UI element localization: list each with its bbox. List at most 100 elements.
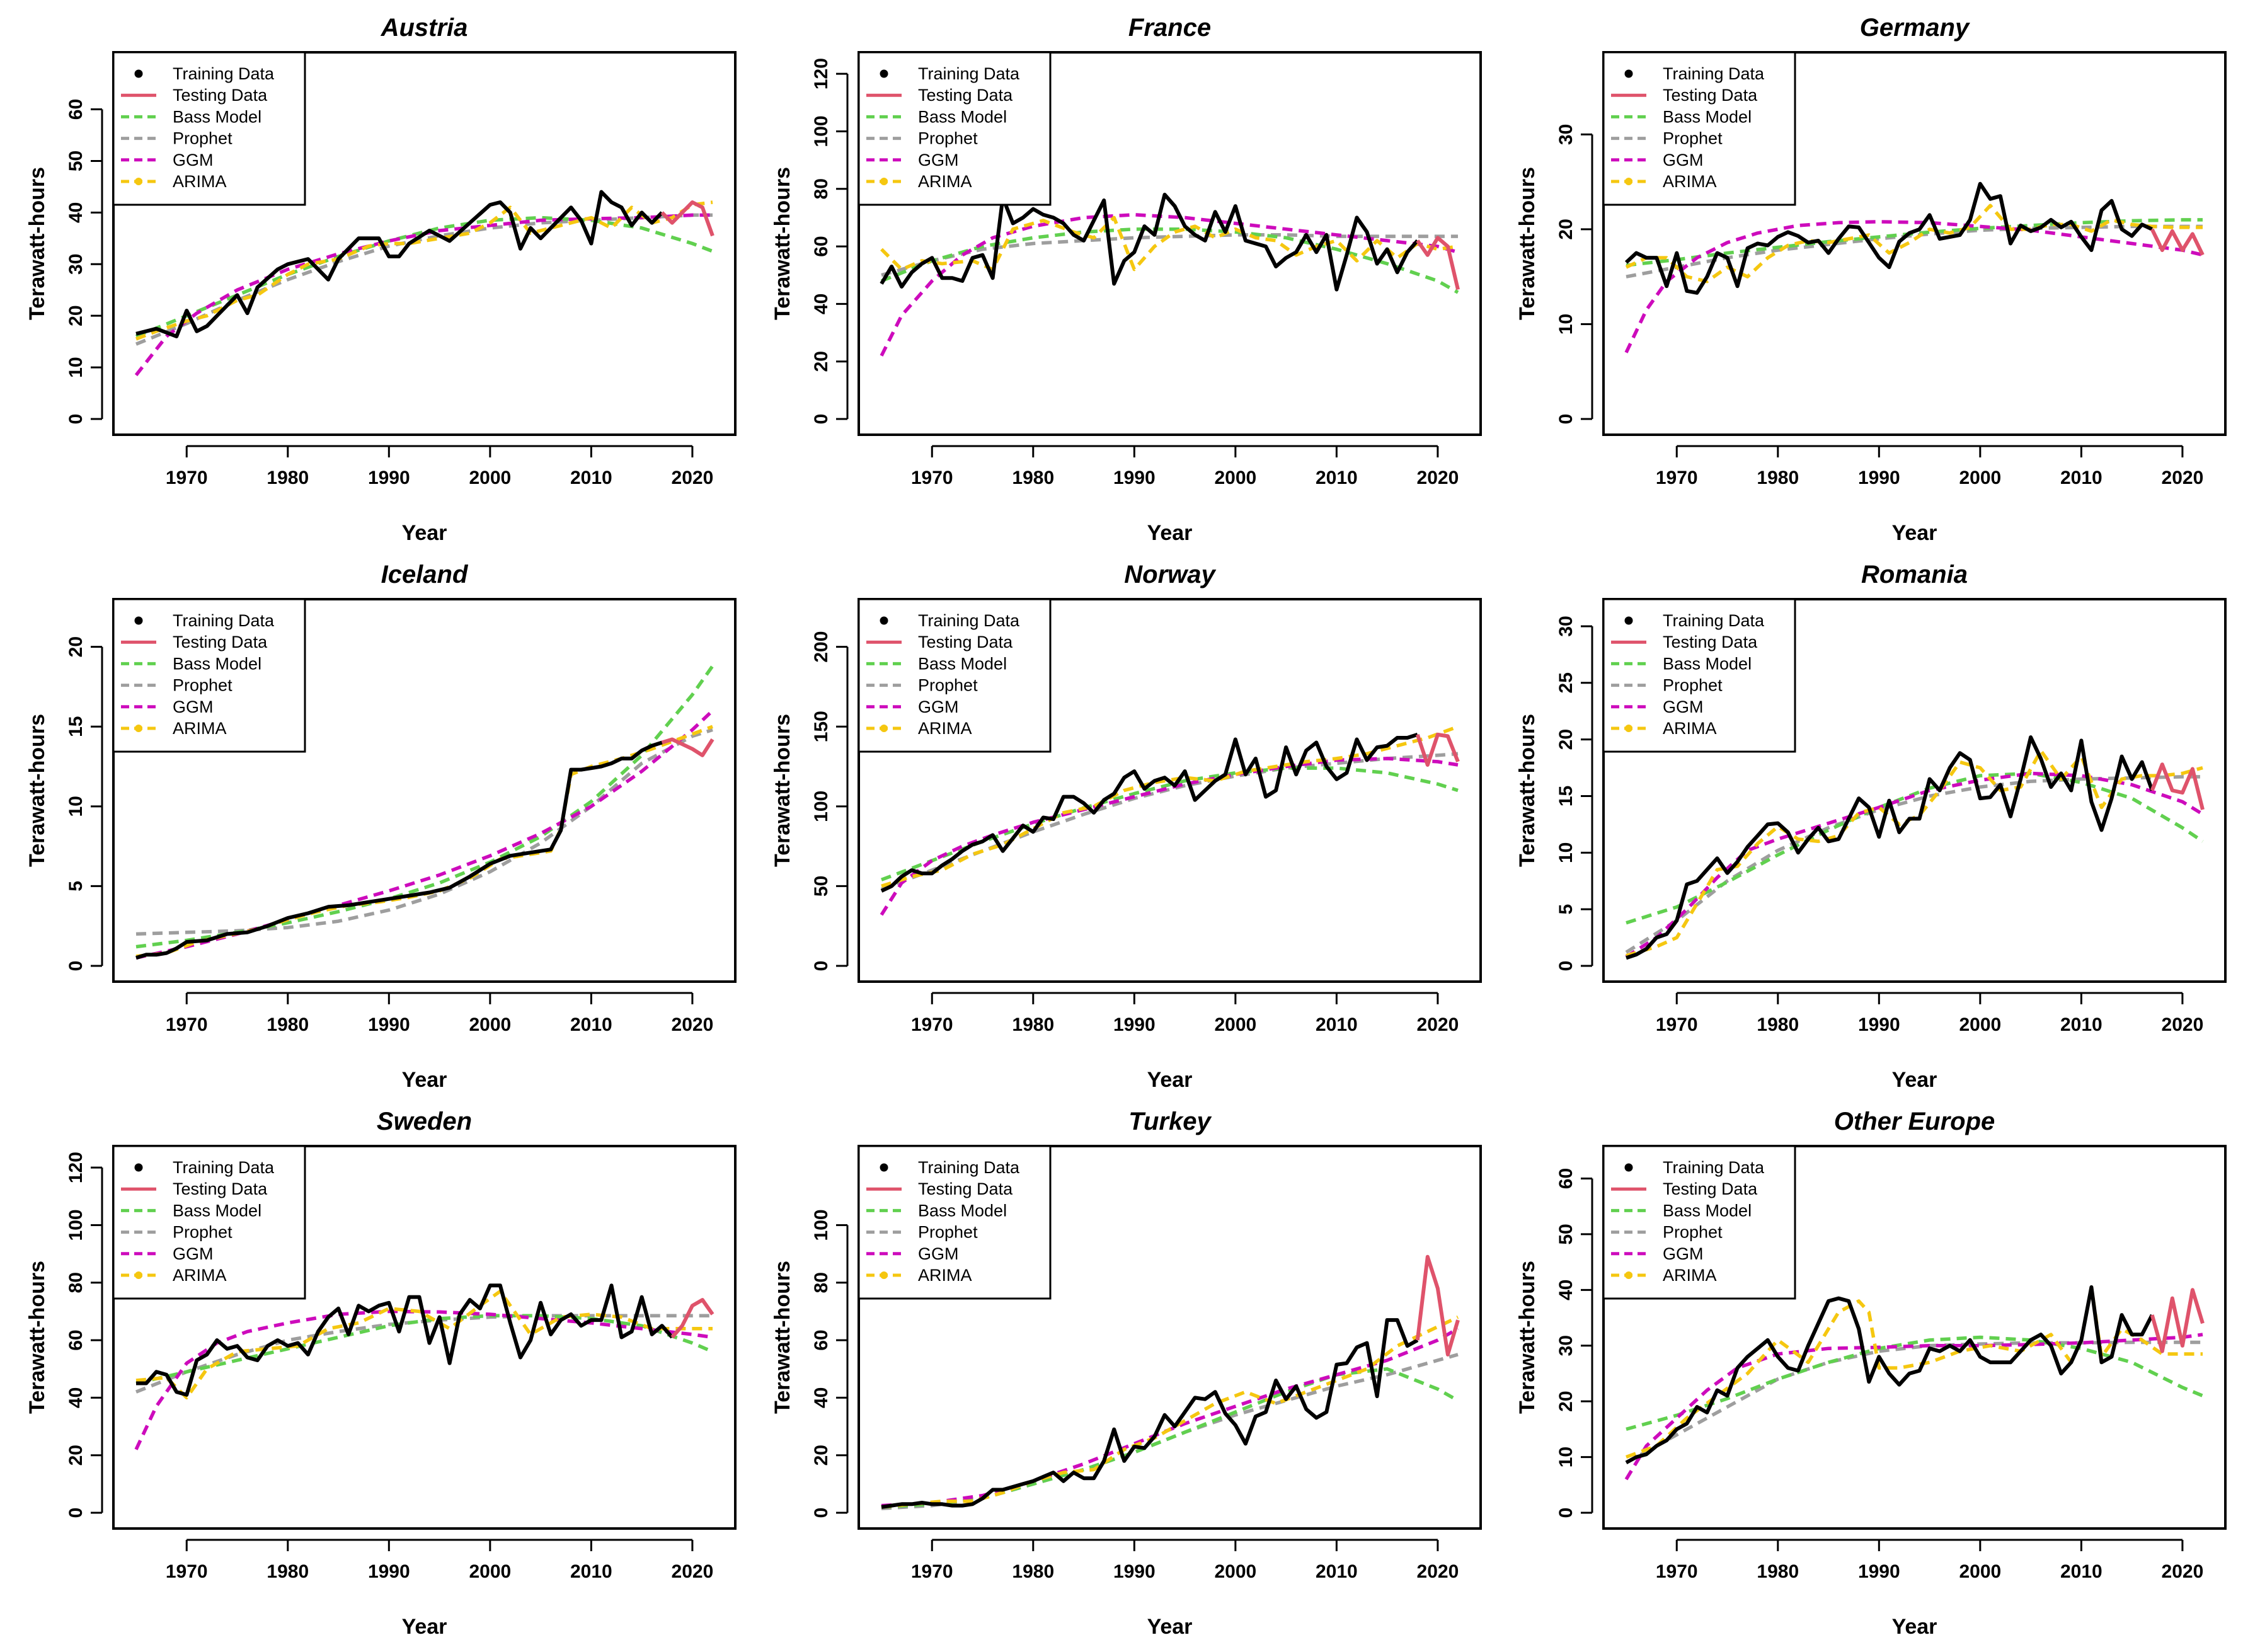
x-axis: 1970 1980 1990 2000 2010 2020	[911, 445, 1459, 488]
legend-label-ggm: GGM	[173, 1244, 214, 1263]
x-axis-title: Year	[1892, 1068, 1937, 1092]
x-tick-label: 1980	[267, 1561, 309, 1582]
plot-frame	[112, 51, 737, 436]
x-tick-label: 2020	[2162, 467, 2204, 488]
series-group	[134, 1283, 714, 1450]
legend-label-prophet: Prophet	[173, 1223, 232, 1242]
plot-frame	[858, 598, 1482, 983]
legend-swatch-training-data	[880, 616, 888, 625]
chart-title: Turkey	[1128, 1108, 1212, 1135]
series-line-training-data	[135, 190, 663, 338]
series-line-bass-model	[1626, 771, 2204, 925]
series-group	[880, 725, 1460, 916]
legend-label-testing-data: Testing Data	[173, 86, 268, 105]
y-axis-title: Terawatt-hours	[1515, 1261, 1539, 1414]
x-tick-label: 1990	[1113, 467, 1156, 488]
series-line-training-data	[1625, 1285, 2154, 1465]
series-line-arima	[135, 725, 713, 958]
x-tick-label: 1990	[1858, 1561, 1900, 1582]
legend: Training Data Testing Data Bass Model Proph…	[858, 598, 1052, 753]
chart-panel-germany: Germany 1970 1980 1990 2000 2010 2020 Year 0 10 20…	[1515, 14, 2227, 545]
y-tick-label: 15	[66, 716, 86, 737]
series-group	[881, 1254, 1460, 1510]
y-tick-label: 20	[1556, 219, 1576, 239]
x-axis-title: Year	[402, 1068, 447, 1092]
legend-label-bass-model: Bass Model	[173, 107, 261, 126]
plot-frame	[1602, 51, 2227, 436]
legend-marker-arima	[135, 178, 142, 185]
y-tick-label: 20	[66, 1445, 86, 1466]
legend-label-prophet: Prophet	[173, 129, 232, 148]
legend-label-prophet: Prophet	[173, 676, 232, 695]
legend-label-bass-model: Bass Model	[173, 654, 261, 673]
series-line-bass-model	[135, 215, 713, 338]
legend-label-ggm: GGM	[173, 151, 214, 169]
x-tick-label: 2010	[1316, 467, 1358, 488]
series-line-testing-data	[1416, 236, 1460, 290]
legend-label-training-data: Training Data	[918, 64, 1020, 83]
legend-label-ggm: GGM	[1663, 1244, 1704, 1263]
x-tick-label: 2010	[570, 1561, 612, 1582]
legend: Training Data Testing Data Bass Model Proph…	[1602, 51, 1796, 206]
legend-swatch-training-data	[880, 69, 888, 78]
series-line-arima	[135, 1289, 713, 1400]
y-tick-label: 40	[66, 202, 86, 223]
legend-swatch-training-data	[1624, 1163, 1633, 1172]
legend-label-training-data: Training Data	[173, 611, 275, 630]
legend: Training Data Testing Data Bass Model Proph…	[1602, 1145, 1796, 1300]
series-line-arima	[880, 215, 1459, 272]
series-line-arima	[135, 200, 713, 341]
series-line-ggm	[881, 1327, 1459, 1508]
x-axis-title: Year	[1892, 1615, 1937, 1639]
chart-title: Sweden	[377, 1108, 472, 1135]
series-line-ggm	[880, 757, 1459, 916]
y-axis-title: Terawatt-hours	[771, 714, 795, 867]
series-line-arima	[1625, 204, 2203, 284]
x-tick-label: 2000	[1214, 467, 1256, 488]
legend-swatch-training-data	[134, 616, 143, 625]
legend-label-bass-model: Bass Model	[1663, 654, 1752, 673]
y-axis-title: Terawatt-hours	[25, 167, 49, 320]
chart-panel-turkey: Turkey 1970 1980 1990 2000 2010 2020 Year 0 20 40 6…	[771, 1108, 1482, 1639]
legend-label-testing-data: Testing Data	[918, 86, 1013, 105]
x-tick-label: 2020	[672, 1561, 714, 1582]
y-axis: 0 5 10 15 20	[66, 636, 103, 971]
legend: Training Data Testing Data Bass Model Proph…	[1602, 598, 1796, 753]
y-axis-title: Terawatt-hours	[1515, 167, 1539, 320]
x-tick-label: 1970	[1656, 1561, 1698, 1582]
y-axis: 0 5 10 15 20 25 30	[1556, 616, 1593, 972]
legend: Training Data Testing Data Bass Model Proph…	[112, 51, 306, 206]
x-axis-title: Year	[1147, 1615, 1193, 1639]
y-axis: 0 20 40 60 80 100 120	[811, 58, 849, 424]
series-line-training-data	[880, 733, 1418, 893]
legend-label-testing-data: Testing Data	[173, 1179, 268, 1198]
legend-label-ggm: GGM	[918, 697, 959, 716]
y-tick-label: 0	[1556, 961, 1576, 972]
y-tick-label: 40	[66, 1387, 86, 1408]
series-line-arima	[881, 725, 1459, 888]
x-tick-label: 2000	[1959, 1561, 2001, 1582]
y-axis: 0 50 100 150 200	[811, 631, 849, 971]
legend: Training Data Testing Data Bass Model Proph…	[858, 1145, 1052, 1300]
chart-title: Germany	[1860, 14, 1970, 42]
legend-label-prophet: Prophet	[1663, 676, 1723, 695]
y-tick-label: 60	[811, 236, 832, 256]
y-tick-label: 40	[811, 294, 832, 314]
y-tick-label: 40	[811, 1387, 832, 1408]
x-tick-label: 1980	[267, 467, 309, 488]
legend-marker-arima	[1625, 1271, 1632, 1279]
y-tick-label: 5	[66, 881, 86, 892]
x-tick-label: 1980	[1012, 1561, 1054, 1582]
legend-swatch-training-data	[880, 1163, 888, 1172]
y-tick-label: 30	[66, 254, 86, 275]
legend-label-testing-data: Testing Data	[1663, 86, 1758, 105]
legend-label-arima: ARIMA	[918, 172, 972, 191]
x-tick-label: 1970	[166, 1014, 208, 1035]
legend-label-ggm: GGM	[1663, 151, 1704, 169]
plot-frame	[1602, 1145, 2227, 1530]
legend-swatch-training-data	[134, 69, 143, 78]
x-tick-label: 1990	[368, 1014, 410, 1035]
x-tick-label: 1970	[166, 467, 208, 488]
x-tick-label: 2020	[2162, 1014, 2204, 1035]
series-group	[135, 665, 714, 960]
